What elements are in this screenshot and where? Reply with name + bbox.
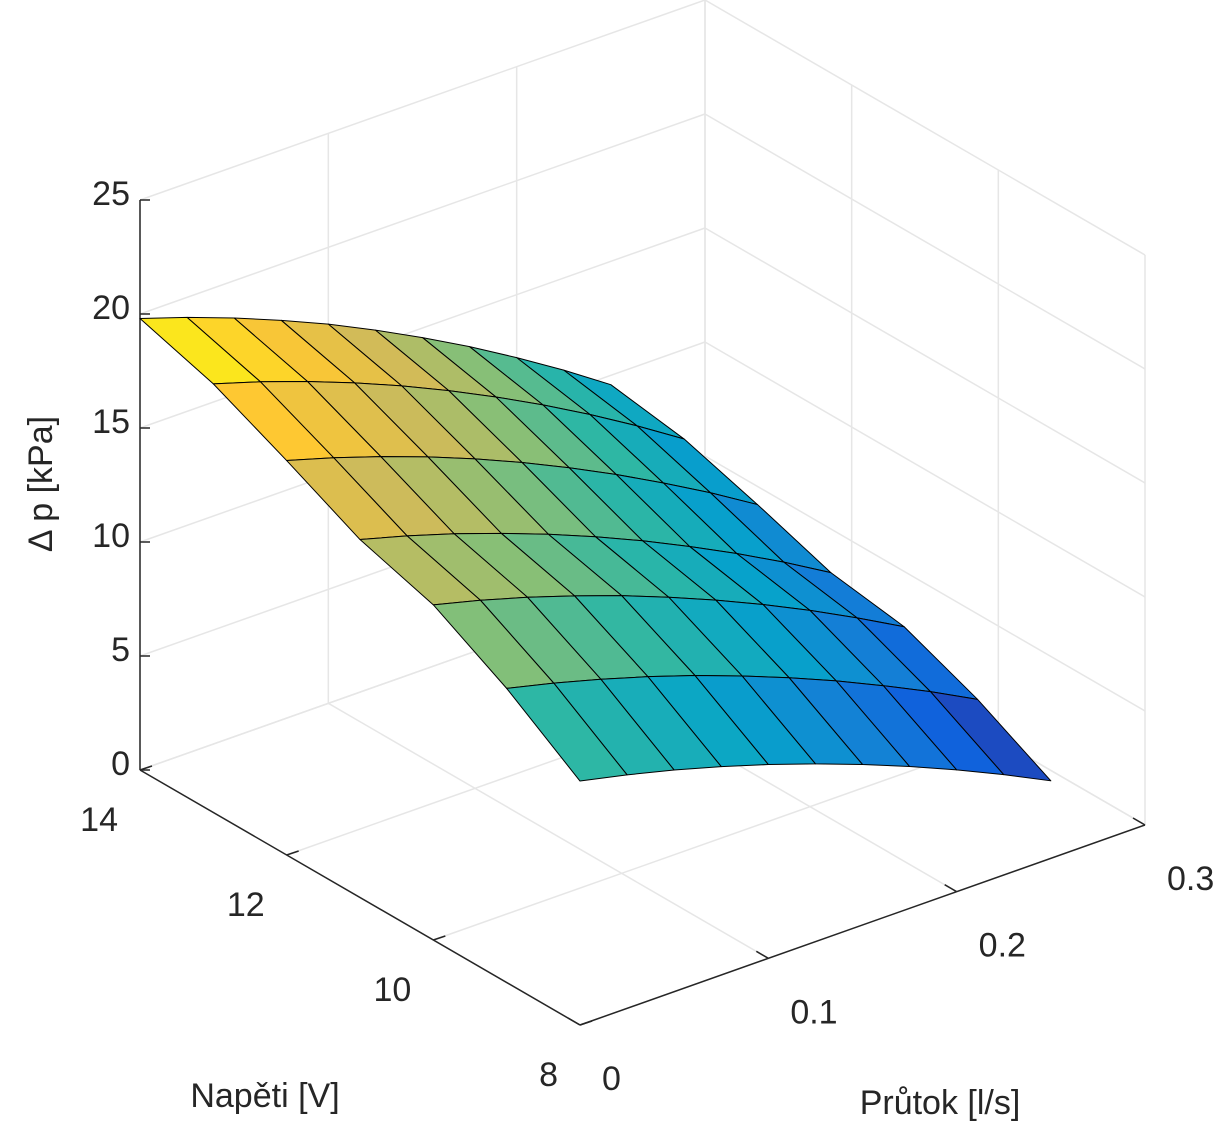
y-tick	[433, 935, 446, 941]
z-axis-label: Δ p [kPa]	[22, 416, 60, 552]
x-axis-label: Průtok [l/s]	[860, 1084, 1021, 1122]
z-tick-label: 10	[92, 517, 130, 555]
z-tick-label: 20	[92, 289, 130, 327]
x-tick	[755, 950, 769, 959]
x-tick	[944, 884, 958, 893]
x-tick-label: 0.2	[979, 927, 1026, 965]
x-tick-label: 0	[602, 1060, 621, 1098]
y-axis-label: Napěti [V]	[190, 1077, 339, 1115]
grid-line	[327, 702, 769, 959]
y-tick	[139, 765, 153, 771]
grid-line	[433, 739, 999, 941]
z-tick-label: 0	[111, 745, 130, 783]
y-tick-label: 10	[374, 971, 412, 1009]
grid-line	[704, 0, 1146, 256]
grid-line	[139, 113, 706, 315]
y-axis	[139, 769, 581, 1026]
grid-line	[704, 227, 1146, 484]
z-tick-label: 25	[92, 175, 130, 213]
y-tick-label: 12	[227, 886, 265, 924]
x-tick-label: 0.1	[790, 993, 837, 1031]
y-tick	[579, 1020, 593, 1026]
x-tick	[567, 1017, 581, 1026]
y-tick-label: 14	[80, 801, 118, 839]
x-tick-label: 0.3	[1167, 860, 1214, 898]
x-axis	[579, 824, 1146, 1026]
z-tick-label: 5	[111, 631, 130, 669]
grid-line	[704, 341, 1146, 598]
grid-line	[139, 0, 706, 201]
y-tick	[286, 850, 299, 856]
y-tick-label: 8	[539, 1056, 558, 1094]
z-tick-label: 15	[92, 403, 130, 441]
grid-line	[704, 455, 1146, 712]
x-tick	[1132, 817, 1146, 826]
surface-face	[506, 682, 628, 782]
grid-line	[704, 113, 1146, 370]
